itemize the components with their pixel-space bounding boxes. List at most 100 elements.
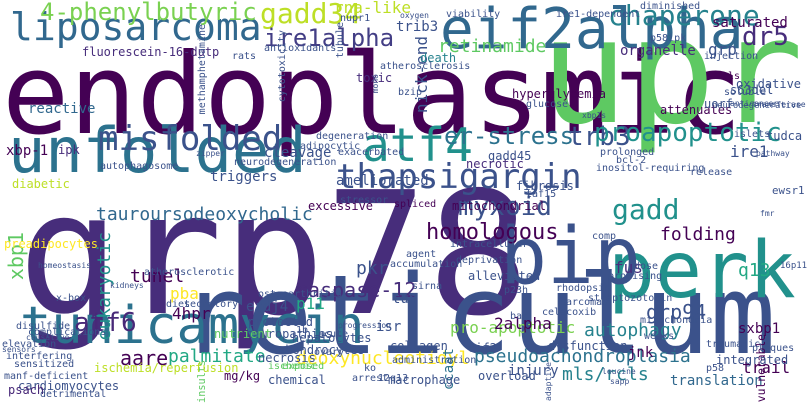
word-54: gadd45: [488, 149, 532, 163]
word-79: rna-like: [334, 0, 412, 17]
word-168: prolonged: [600, 147, 655, 158]
word-91: chondrocytes: [278, 343, 365, 357]
word-38: nick-end: [412, 36, 431, 114]
word-183: x-box: [56, 293, 87, 304]
word-158: glucose: [526, 99, 569, 110]
word-115: transferase: [752, 99, 806, 109]
word-185: stressor: [340, 195, 389, 206]
word-51: isr: [376, 319, 402, 335]
word-126: p23h: [504, 285, 529, 296]
word-27: grp94: [646, 300, 707, 324]
word-133: 1b: [296, 325, 309, 336]
word-190: fmr: [760, 209, 775, 218]
word-111: excessive: [308, 199, 374, 213]
word-37: folding: [660, 224, 736, 245]
word-67: preadipocytes: [4, 237, 98, 251]
word-61: grp: [708, 40, 737, 59]
word-119: 16p11: [780, 261, 808, 271]
word-21: ire1alpha: [264, 24, 395, 52]
word-80: trib3: [396, 19, 439, 35]
word-58: ameliorated: [336, 173, 429, 189]
word-77: ewsr1: [772, 184, 805, 197]
word-149: rats: [232, 51, 257, 62]
word-161: taf15: [526, 189, 557, 200]
word-25: caspase-12: [296, 278, 417, 302]
word-99: necrosis: [258, 351, 316, 365]
word-184: kidneys: [110, 281, 144, 290]
word-141: sensitized: [14, 359, 75, 370]
word-34: autophagy: [584, 320, 682, 341]
word-189: pathway: [756, 149, 790, 158]
word-12: thapsigargin: [336, 157, 582, 197]
word-5: perk: [608, 226, 796, 316]
word-6: bip: [500, 212, 641, 302]
word-16: chaperone: [608, 0, 760, 32]
word-48: p11: [296, 294, 325, 313]
word-65: dysfunction: [548, 339, 628, 353]
word-57: cleavage: [264, 145, 332, 161]
word-32: aare: [120, 346, 169, 370]
word-60: saturated: [712, 15, 788, 31]
word-132: acute: [318, 329, 349, 340]
word-130: 12q13: [378, 373, 409, 384]
word-13: homologous: [426, 220, 559, 245]
word-162: weeks: [644, 331, 675, 342]
word-106: plaques: [752, 343, 795, 354]
word-94: collagen: [390, 339, 448, 353]
word-86: mg/kg: [224, 369, 261, 383]
word-182: homeostasis: [38, 261, 91, 270]
word-84: cardiomyocytes: [18, 379, 120, 393]
word-7: eif2alpha: [440, 0, 744, 62]
word-1: grp78: [18, 156, 530, 354]
word-186: sapp: [610, 377, 630, 386]
word-83: ischemia/reperfusion: [94, 361, 239, 375]
word-179: diminished: [640, 1, 701, 12]
word-22: dr5: [742, 22, 789, 52]
word-156: atherosclerosis: [380, 61, 471, 72]
word-26: tauroursodeoxycholic: [96, 204, 313, 225]
word-40: pkr: [356, 258, 389, 279]
word-127: sirna: [412, 281, 443, 292]
word-178: p58ipk: [650, 33, 687, 44]
word-87: death: [420, 51, 457, 65]
word-164: traumatic: [706, 339, 761, 350]
word-31: palmitate: [168, 346, 266, 367]
word-85: psach: [8, 383, 45, 397]
word-35: pro-apoptotic: [450, 318, 576, 337]
word-134: atherosclerotic: [144, 267, 235, 278]
word-170: dose: [634, 261, 659, 272]
word-124: bax: [510, 311, 529, 322]
word-110: hyperglycemia: [512, 87, 606, 101]
word-3: reticulum: [180, 251, 777, 379]
word-0: endoplasmic: [2, 30, 743, 160]
word-117: injection: [704, 51, 759, 62]
word-137: disulfide: [16, 321, 71, 332]
word-163: mitochondria: [640, 315, 713, 326]
word-180: soluble: [724, 87, 767, 98]
word-30: mls/rcls: [562, 364, 649, 385]
word-160: nupr1: [340, 13, 371, 24]
word-169: comp: [592, 231, 617, 242]
word-95: macrophage: [388, 373, 461, 387]
word-129: ko: [364, 363, 377, 374]
word-109: mitochondrial: [452, 199, 546, 213]
word-59: organelle: [620, 43, 696, 59]
word-138: elevation: [2, 339, 57, 350]
word-90: neuropathies: [246, 327, 333, 341]
word-142: manf-deficient: [4, 371, 89, 382]
word-45: tunel: [130, 266, 185, 287]
word-92: hepatocytes: [292, 331, 372, 345]
word-66: translation: [670, 373, 763, 389]
word-14: myxoid: [458, 192, 552, 222]
word-19: proapoptotic: [594, 118, 782, 148]
word-165: p58: [706, 363, 725, 374]
word-23: gadd: [612, 193, 680, 226]
word-105: integrated: [716, 353, 789, 367]
word-135: diet: [166, 299, 191, 310]
word-147: neurodegeneration: [234, 157, 337, 168]
word-2: upr: [540, 0, 804, 157]
word-11: misfolded: [98, 119, 283, 159]
word-55: necrotic: [466, 157, 524, 171]
word-89: bzip: [398, 87, 423, 98]
